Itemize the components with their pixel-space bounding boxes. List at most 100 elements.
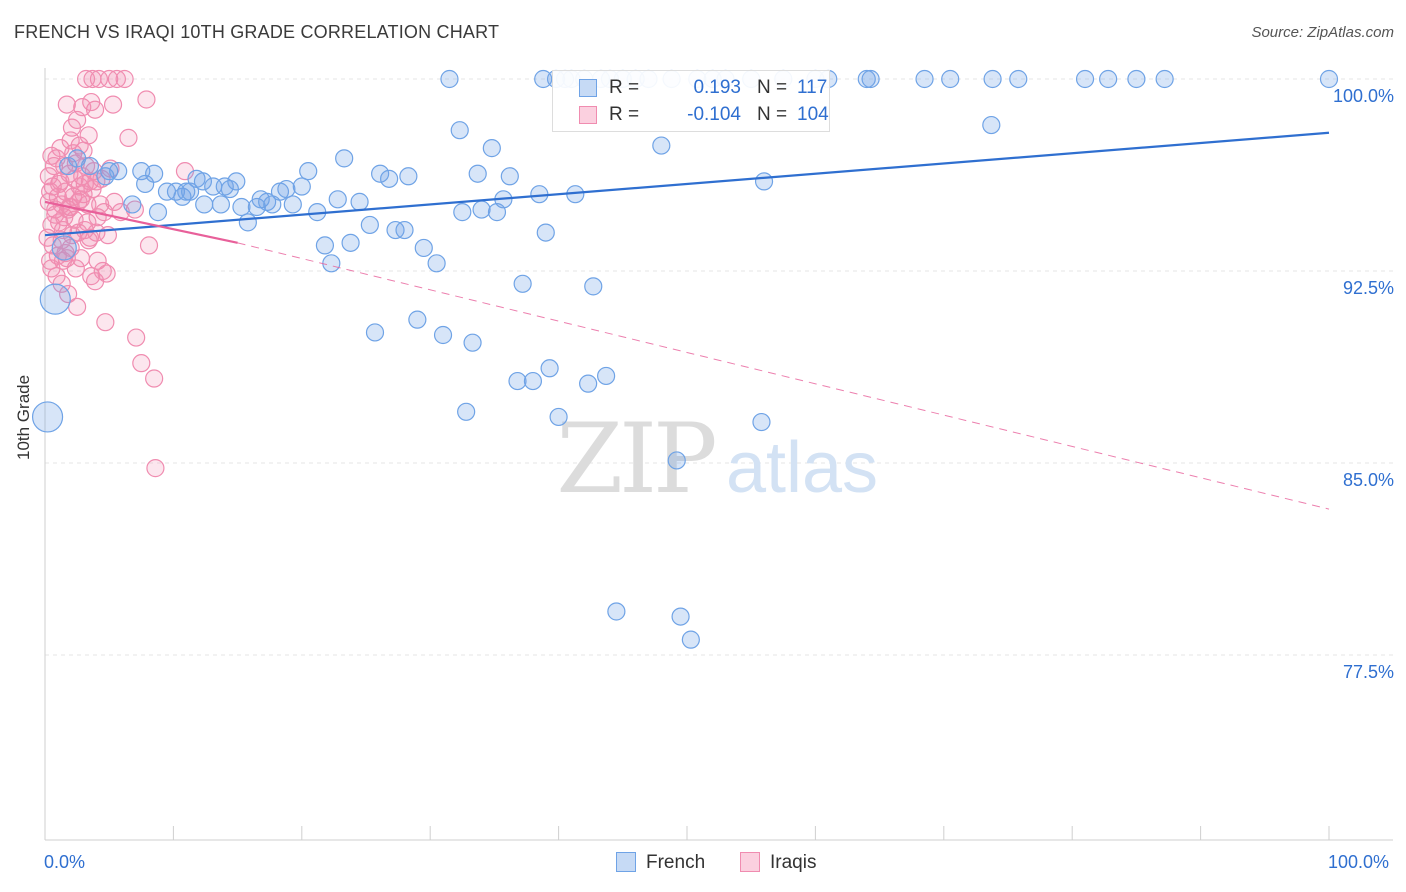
french-point <box>371 164 390 183</box>
french-point <box>500 167 519 186</box>
french-point <box>1075 69 1095 89</box>
iraqis-point <box>51 139 70 158</box>
iraqis-point <box>146 459 165 478</box>
iraqis-point <box>67 297 87 316</box>
iraqis-point <box>119 128 138 147</box>
french-point <box>667 451 686 470</box>
iraqis-point <box>85 272 105 291</box>
trend-lines <box>44 131 1330 510</box>
french-point <box>652 136 671 155</box>
french-point <box>227 172 246 191</box>
french-point <box>148 203 168 222</box>
iraqis-point <box>96 313 115 332</box>
n-value: 104 <box>797 104 829 125</box>
legend-item-iraqis[interactable]: Iraqis <box>740 852 816 874</box>
french-point <box>177 182 196 201</box>
french-swatch <box>616 852 636 872</box>
iraqis-point <box>145 369 164 388</box>
french-point <box>752 412 771 432</box>
french-point <box>983 69 1002 89</box>
french-point <box>450 121 469 140</box>
iraqis-point <box>132 354 151 373</box>
french-point <box>597 366 616 386</box>
iraqis-point <box>103 95 123 114</box>
r-value: 0.193 <box>693 77 741 98</box>
french-point <box>380 169 399 188</box>
french-point <box>536 223 555 242</box>
french-point <box>109 162 128 181</box>
french-trend-line <box>44 131 1330 237</box>
french-point <box>915 69 934 89</box>
french-point <box>513 274 532 293</box>
iraqis-swatch <box>579 106 597 124</box>
iraqis-point <box>85 100 105 119</box>
french-point <box>754 172 774 191</box>
french-point <box>238 213 257 232</box>
iraqis-point <box>50 174 69 194</box>
french-point <box>408 310 427 329</box>
french-point <box>540 359 559 378</box>
french-point <box>399 167 418 186</box>
french-point <box>31 401 64 433</box>
french-point <box>145 164 164 183</box>
iraqis-point <box>139 236 159 255</box>
n-value: 117 <box>797 77 828 98</box>
watermark-zip: ZIP <box>556 403 715 515</box>
iraqis-point <box>100 69 119 89</box>
french-point <box>1319 69 1339 89</box>
french-point <box>440 69 459 89</box>
french-point <box>395 220 414 240</box>
french-swatch <box>579 79 597 97</box>
iraqis-trend-line-dashed <box>237 242 1330 510</box>
french-point <box>193 172 213 191</box>
iraqis-trend-line-solid <box>44 200 238 244</box>
french-point <box>681 630 700 649</box>
french-point <box>258 192 277 211</box>
french-point <box>315 236 335 255</box>
french-point <box>1155 69 1174 89</box>
french-point <box>328 190 347 209</box>
iraqis-point <box>59 284 78 304</box>
french-point <box>427 254 446 273</box>
iraqis-point <box>88 251 107 270</box>
french-label: French <box>646 852 706 873</box>
french-point <box>39 283 71 315</box>
french-point <box>322 254 341 273</box>
r-label: R = <box>609 77 640 98</box>
iraqis-point <box>57 95 76 114</box>
french-point <box>80 156 100 176</box>
legend-item-french[interactable]: French <box>616 852 705 874</box>
x-tick-label-max: 100.0% <box>1328 852 1390 872</box>
french-point <box>671 607 690 626</box>
french-point <box>136 174 155 194</box>
iraqis-label: Iraqis <box>770 852 817 873</box>
french-point <box>463 333 482 352</box>
french-point <box>472 200 491 219</box>
french-point <box>453 203 472 222</box>
iraqis-point <box>56 243 75 263</box>
french-point <box>584 277 603 296</box>
iraqis-point <box>137 90 156 109</box>
french-point <box>414 238 433 258</box>
r-value: -0.104 <box>687 104 741 125</box>
french-point <box>283 195 302 214</box>
iraqis-point <box>107 69 127 89</box>
iraqis-swatch <box>740 852 760 872</box>
chart-title: FRENCH VS IRAQI 10TH GRADE CORRELATION C… <box>14 22 500 42</box>
n-label: N = <box>757 77 788 98</box>
french-point <box>468 164 487 183</box>
french-point <box>215 177 234 196</box>
n-label: N = <box>757 104 788 125</box>
iraqis-point <box>79 126 98 145</box>
axes <box>44 68 1393 841</box>
french-point <box>982 115 1001 135</box>
iraqis-point <box>125 200 144 219</box>
french-point <box>123 195 142 214</box>
french-point <box>1099 69 1118 89</box>
french-point <box>523 371 543 391</box>
y-tick-label: 77.5% <box>1342 662 1394 682</box>
iraqis-point <box>83 179 102 199</box>
french-point <box>51 235 77 261</box>
y-tick-label: 100.0% <box>1332 86 1394 106</box>
